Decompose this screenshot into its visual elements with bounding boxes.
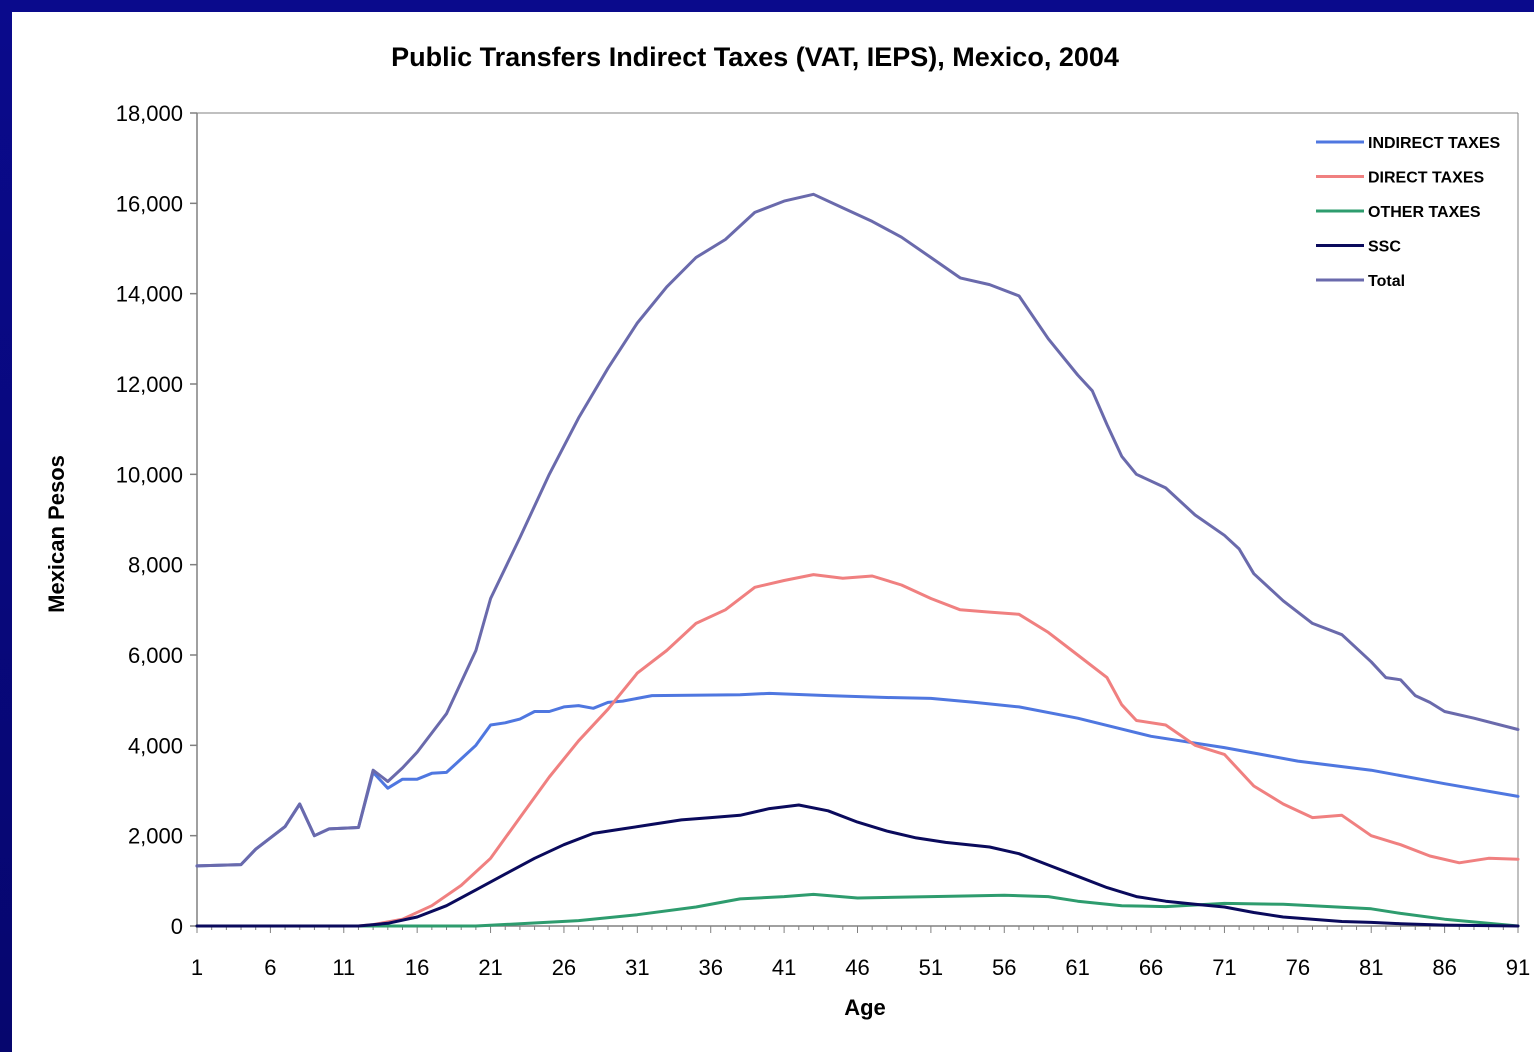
- x-tick-label: 71: [1212, 955, 1236, 980]
- x-tick-label: 61: [1065, 955, 1089, 980]
- x-tick-label: 56: [992, 955, 1016, 980]
- x-tick-label: 76: [1286, 955, 1310, 980]
- y-tick-label: 18,000: [116, 101, 183, 126]
- legend: INDIRECT TAXES DIRECT TAXES OTHER TAXES SSC…: [1316, 135, 1500, 290]
- y-tick-label: 10,000: [116, 462, 183, 487]
- x-tick-label: 1: [191, 955, 203, 980]
- legend-label-ssc: SSC: [1368, 239, 1401, 256]
- series-line-total: [195, 192, 1520, 868]
- x-tick-label: 81: [1359, 955, 1383, 980]
- legend-label-indirect-taxes: INDIRECT TAXES: [1368, 135, 1500, 152]
- y-tick-label: 4,000: [128, 733, 183, 758]
- y-tick-label: 12,000: [116, 372, 183, 397]
- line-chart: Public Transfers Indirect Taxes (VAT, IE…: [44, 42, 1530, 1020]
- y-tick-label: 2,000: [128, 824, 183, 849]
- x-tick-label: 66: [1139, 955, 1163, 980]
- x-tick-label: 36: [698, 955, 722, 980]
- x-tick-label: 11: [332, 955, 355, 980]
- series-line-indirect-taxes: [195, 691, 1520, 868]
- y-tick-label: 14,000: [116, 282, 183, 307]
- y-tick-label: 0: [171, 914, 183, 939]
- y-tick-label: 6,000: [128, 643, 183, 668]
- x-tick-label: 46: [845, 955, 869, 980]
- x-tick-label: 16: [405, 955, 429, 980]
- y-tick-label: 16,000: [116, 191, 183, 216]
- series-line-direct-taxes: [195, 573, 1520, 928]
- x-tick-label: 31: [625, 955, 649, 980]
- x-axis-label: Age: [844, 995, 886, 1020]
- x-tick-label: 91: [1506, 955, 1530, 980]
- series-line-other-taxes: [195, 892, 1520, 928]
- chart-slide: Public Transfers Indirect Taxes (VAT, IE…: [12, 12, 1534, 1052]
- x-tick-label: 86: [1432, 955, 1456, 980]
- legend-label-total: Total: [1368, 273, 1405, 290]
- y-axis-label: Mexican Pesos: [44, 455, 69, 613]
- x-tick-label: 51: [919, 955, 943, 980]
- legend-label-direct-taxes: DIRECT TAXES: [1368, 170, 1484, 187]
- x-tick-label: 21: [478, 955, 502, 980]
- legend-label-other-taxes: OTHER TAXES: [1368, 204, 1481, 221]
- x-tick-label: 26: [552, 955, 576, 980]
- y-tick-label: 8,000: [128, 553, 183, 578]
- x-tick-label: 6: [264, 955, 276, 980]
- chart-title: Public Transfers Indirect Taxes (VAT, IE…: [391, 42, 1119, 72]
- series-line-ssc: [195, 803, 1520, 928]
- x-tick-label: 41: [772, 955, 796, 980]
